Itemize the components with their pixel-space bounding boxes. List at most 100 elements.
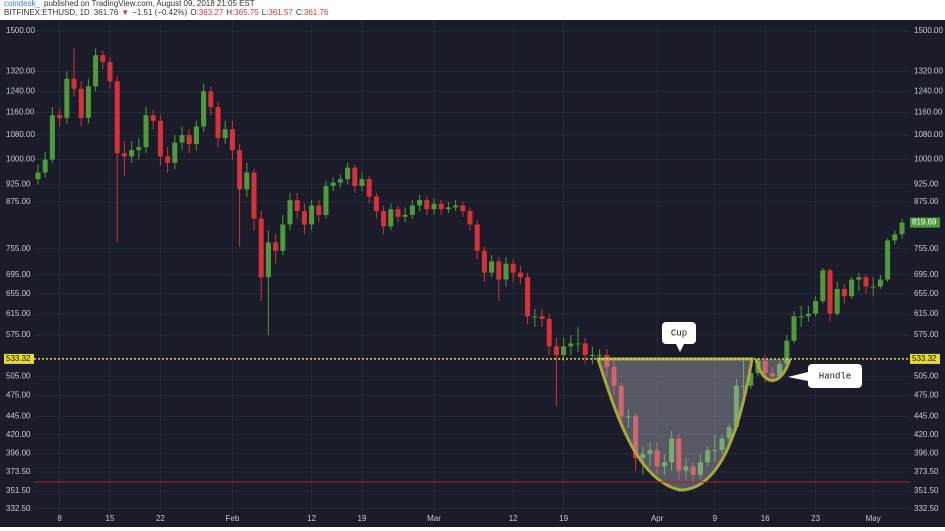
y-tick-label-left: 1320.00	[6, 67, 35, 76]
y-tick-label-left: 396.00	[6, 448, 31, 457]
candle-body	[453, 205, 459, 208]
published: published on TradingView.com, August 09,…	[44, 0, 255, 8]
candle-body	[748, 373, 754, 386]
candle-body	[719, 438, 725, 451]
candle-body	[85, 86, 91, 118]
candle-body	[625, 416, 631, 418]
y-tick-label-left: 445.00	[6, 411, 31, 420]
change-arrow: ▼	[121, 8, 129, 17]
candle-body	[683, 466, 689, 471]
y-tick-label-left: 1000.00	[6, 155, 35, 164]
x-tick-label: 19	[559, 514, 568, 523]
candle-body	[445, 207, 451, 210]
y-tick-label-right: 875.00	[914, 197, 939, 206]
candle-body	[229, 129, 235, 151]
level-tag-left-label: 533.32	[6, 354, 31, 363]
candle-body	[575, 343, 581, 345]
candle-body	[345, 167, 351, 180]
candle-body	[316, 205, 322, 215]
candle-body	[827, 270, 833, 314]
candle-body	[287, 200, 293, 225]
y-tick-label-right: 615.00	[914, 309, 939, 318]
candle-body	[42, 159, 48, 173]
cup-pointer	[676, 344, 684, 352]
candle-body	[481, 250, 487, 273]
levels: 533.32 533.32 819.69	[4, 217, 940, 483]
candle-body	[150, 115, 156, 121]
candle-body	[388, 209, 394, 227]
last-price: 361.76	[94, 8, 119, 17]
candle-body	[215, 107, 221, 139]
candle-body	[856, 277, 862, 280]
candle-body	[618, 385, 624, 417]
change: −1.51 (−0.42%)	[132, 8, 187, 17]
candle-body	[301, 211, 307, 225]
candle-body	[640, 454, 646, 459]
handle-label: Handle	[819, 371, 851, 381]
cup-shape	[595, 357, 754, 492]
candle-body	[143, 115, 149, 148]
x-tick-label: May	[866, 514, 881, 523]
candle-body	[352, 167, 358, 186]
candle-body	[589, 354, 595, 356]
candle-body	[186, 135, 192, 145]
y-tick-label-left: 1080.00	[6, 130, 35, 139]
author: coindesk_	[4, 0, 41, 8]
y-tick-label-right: 1320.00	[914, 67, 943, 76]
x-tick-label: 8	[57, 514, 62, 523]
x-tick-label: Feb	[226, 514, 240, 523]
y-tick-label-right: 925.00	[914, 179, 939, 188]
candle-body	[424, 200, 430, 210]
x-tick-label: Mar	[427, 514, 441, 523]
open-value: 363.27	[199, 8, 224, 17]
candle-body	[337, 179, 343, 183]
candle-body	[35, 172, 41, 180]
header-line-1: coindesk_ published on TradingView.com, A…	[4, 0, 255, 8]
open-label: O:	[190, 8, 198, 17]
y-tick-label-left: 332.50	[6, 504, 31, 513]
close-label: C:	[296, 8, 304, 17]
y-tick-label-right: 655.00	[914, 289, 939, 298]
candle-body	[114, 81, 120, 154]
candle-body	[93, 55, 99, 87]
y-tick-label-right: 755.00	[914, 244, 939, 253]
candle-body	[474, 224, 480, 251]
cup-label: Cup	[671, 328, 687, 338]
header-line-2: BITFINEX:ETHUSD, 1D 361.76 ▼ −1.51 (−0.42%)…	[4, 8, 329, 17]
candle-body	[885, 240, 891, 280]
candle-body	[460, 205, 466, 212]
candle-body	[409, 205, 415, 215]
candle-body	[309, 205, 315, 225]
candle-body	[849, 279, 855, 297]
candle-body	[546, 318, 552, 347]
candle-body	[517, 272, 523, 278]
candle-body	[381, 211, 387, 227]
candle-body	[496, 261, 502, 280]
candle-body	[294, 200, 300, 212]
symbol: BITFINEX:ETHUSD, 1D	[4, 8, 90, 17]
candle-body	[71, 78, 77, 89]
candle-body	[633, 416, 639, 459]
candle-body	[330, 182, 336, 186]
x-tick-label: 19	[358, 514, 367, 523]
candle-body	[777, 363, 783, 377]
y-tick-label-right: 1080.00	[914, 130, 943, 139]
high-value: 365.75	[234, 8, 259, 17]
candle-body	[395, 209, 401, 217]
candle-body	[467, 211, 473, 225]
y-tick-label-right: 1500.00	[914, 26, 943, 35]
candle-body	[762, 360, 768, 374]
candle-body	[561, 346, 567, 355]
y-tick-label-right: 575.00	[914, 330, 939, 339]
candles	[35, 48, 905, 484]
candle-body	[553, 346, 559, 355]
candle-body	[820, 270, 826, 302]
y-tick-label-right: 445.00	[914, 411, 939, 420]
y-tick-label-right: 475.00	[914, 391, 939, 400]
high-label: H:	[226, 8, 234, 17]
candle-body	[208, 91, 214, 108]
x-tick-label: Apr	[651, 514, 664, 523]
candle-body	[129, 150, 135, 157]
last-price-tag	[910, 217, 940, 228]
